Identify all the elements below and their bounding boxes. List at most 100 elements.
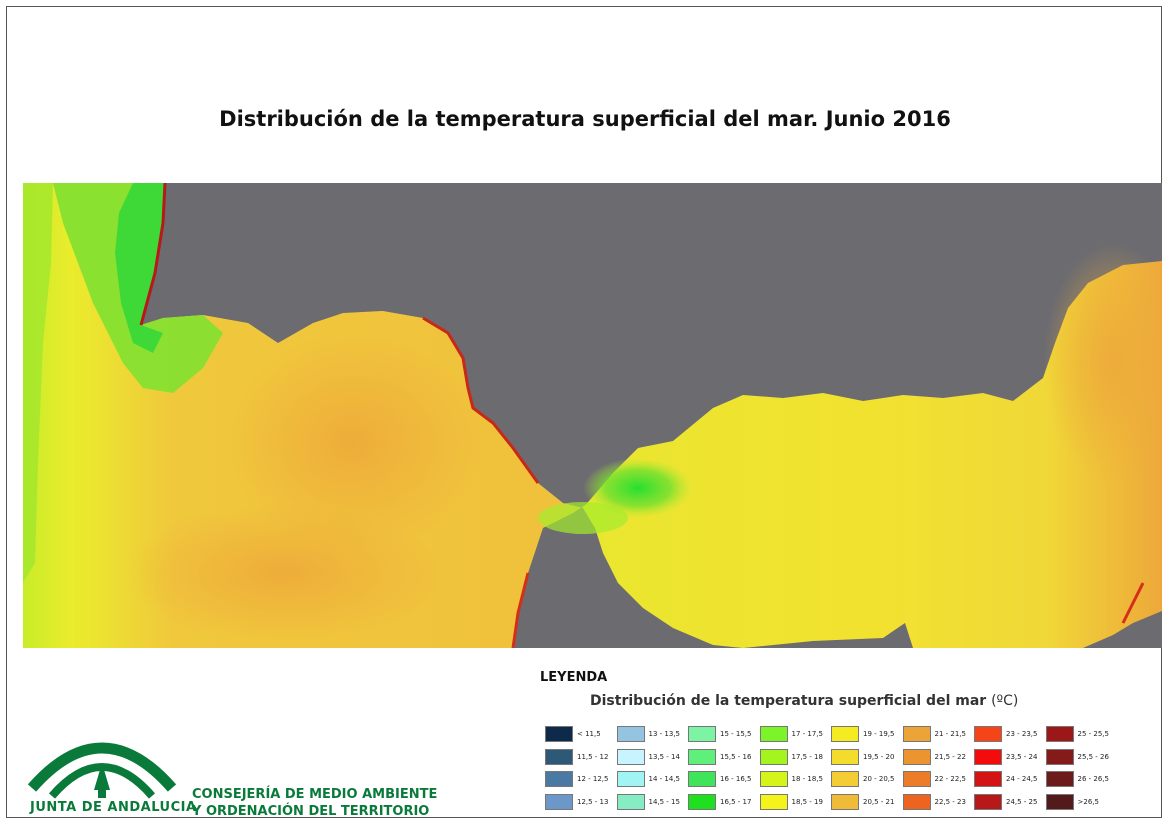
map-frame: Distribución de la temperatura superfici… — [6, 6, 1162, 818]
legend-label: 23,5 - 24 — [1006, 752, 1038, 761]
legend-swatch — [759, 793, 788, 810]
legend-swatch — [974, 748, 1002, 765]
legend-swatch — [1045, 726, 1074, 742]
organization-line-2: Y ORDENACIÓN DEL TERRITORIO — [192, 804, 430, 819]
legend-item: 13 - 13,5 — [616, 726, 680, 742]
warm-blob-south — [123, 503, 443, 643]
legend-label: 25 - 25,5 — [1077, 730, 1109, 738]
legend-item: 15 - 15,5 — [688, 726, 751, 742]
legend-item: 21 - 21,5 — [902, 726, 966, 742]
legend-item: 14 - 14,5 — [616, 771, 680, 787]
legend-item: 20 - 20,5 — [831, 771, 894, 787]
legend-item: 12 - 12,5 — [545, 771, 608, 787]
legend-swatch — [759, 748, 788, 765]
legend-label: 22,5 - 23 — [934, 797, 966, 806]
map-title: Distribución de la temperatura superfici… — [219, 107, 951, 131]
legend-label: 14 - 14,5 — [648, 775, 680, 783]
legend-swatch — [974, 793, 1002, 810]
legend-swatch — [688, 726, 716, 742]
legend-item: 11,5 - 12 — [545, 748, 609, 765]
legend-label: 24,5 - 25 — [1006, 797, 1038, 806]
junta-logo — [27, 742, 177, 799]
legend-swatch — [759, 726, 788, 742]
legend-swatch — [545, 726, 573, 742]
legend-swatch — [831, 793, 859, 810]
legend-label: 26 - 26,5 — [1077, 775, 1109, 783]
legend-label: 22 - 22,5 — [934, 775, 966, 783]
coast-rim-north — [139, 183, 167, 326]
legend-swatch — [545, 748, 573, 765]
legend-swatch — [545, 793, 573, 810]
legend-swatch — [974, 726, 1002, 742]
legend-item: 18,5 - 19 — [759, 793, 823, 810]
legend-label: 21 - 21,5 — [934, 730, 966, 738]
legend-swatch — [688, 793, 716, 810]
legend-label: 18,5 - 19 — [791, 797, 823, 806]
legend-swatch — [1045, 771, 1074, 787]
legend-item: 17,5 - 18 — [759, 748, 823, 765]
warm-blob-east — [1043, 243, 1162, 483]
legend-swatch — [688, 771, 716, 787]
legend-label: 13,5 - 14 — [648, 752, 680, 761]
legend-item: 19 - 19,5 — [831, 726, 894, 742]
legend-label: 17,5 - 18 — [791, 752, 823, 761]
organization-line-1: CONSEJERÍA DE MEDIO AMBIENTE — [192, 787, 438, 802]
legend-item: 18 - 18,5 — [759, 771, 823, 787]
legend-item: 25,5 - 26 — [1045, 748, 1109, 765]
legend-label: 11,5 - 12 — [577, 752, 609, 761]
sst-map — [23, 183, 1162, 648]
legend-swatch — [974, 771, 1002, 787]
legend-item: < 11,5 — [545, 726, 601, 742]
legend-swatch — [759, 771, 788, 787]
legend-item: 25 - 25,5 — [1045, 726, 1109, 742]
legend-label: 18 - 18,5 — [791, 775, 823, 783]
legend-label: 21,5 - 22 — [934, 752, 966, 761]
legend-swatch — [688, 748, 716, 765]
organization-name: CONSEJERÍA DE MEDIO AMBIENTE Y ORDENACIÓ… — [192, 786, 437, 820]
legend-swatch — [831, 726, 859, 742]
legend-item: 19,5 - 20 — [831, 748, 895, 765]
coast-rim-strait — [422, 316, 540, 484]
legend-label: 17 - 17,5 — [791, 730, 823, 738]
legend-item: 12,5 - 13 — [545, 793, 608, 810]
legend-label: 23 - 23,5 — [1006, 730, 1038, 738]
legend-subtitle: Distribución de la temperatura superfici… — [590, 693, 1018, 709]
sea-cold-west-edge — [23, 183, 53, 583]
legend-swatch — [616, 793, 645, 810]
legend-item: 17 - 17,5 — [759, 726, 823, 742]
legend-swatch — [616, 748, 645, 765]
legend-label: 14,5 - 15 — [648, 797, 680, 806]
legend-label: 20,5 - 21 — [863, 797, 895, 806]
legend-label: 16 - 16,5 — [720, 775, 752, 783]
legend-label: 19 - 19,5 — [863, 730, 895, 738]
legend-item: >26,5 — [1045, 793, 1099, 810]
legend-swatch — [1045, 793, 1074, 810]
legend-label: 13 - 13,5 — [648, 730, 680, 738]
legend-swatch — [545, 771, 573, 787]
legend-swatch — [831, 748, 859, 765]
legend-swatch — [616, 726, 645, 742]
legend-label: 15 - 15,5 — [720, 730, 752, 738]
legend-label: 12 - 12,5 — [577, 775, 609, 783]
legend-item: 13,5 - 14 — [616, 748, 680, 765]
strait-cold-core — [583, 458, 693, 518]
legend-item: 24,5 - 25 — [974, 793, 1038, 810]
legend-item: 16,5 - 17 — [688, 793, 751, 810]
legend-label: < 11,5 — [577, 730, 601, 738]
legend-label: >26,5 — [1077, 797, 1099, 806]
legend-item: 20,5 - 21 — [831, 793, 895, 810]
legend-label: 20 - 20,5 — [863, 775, 895, 783]
legend-item: 26 - 26,5 — [1045, 771, 1109, 787]
legend-swatch — [902, 793, 931, 810]
legend-item: 23 - 23,5 — [974, 726, 1037, 742]
legend-item: 22,5 - 23 — [902, 793, 966, 810]
legend-item: 15,5 - 16 — [688, 748, 751, 765]
legend-label: 19,5 - 20 — [863, 752, 895, 761]
legend-item: 16 - 16,5 — [688, 771, 751, 787]
legend-label: 24 - 24,5 — [1006, 775, 1038, 783]
coast-rim-east — [1121, 582, 1145, 624]
legend-swatch — [902, 771, 931, 787]
logo-text: JUNTA DE ANDALUCIA — [30, 800, 197, 815]
legend-item: 21,5 - 22 — [902, 748, 966, 765]
legend-item: 22 - 22,5 — [902, 771, 966, 787]
